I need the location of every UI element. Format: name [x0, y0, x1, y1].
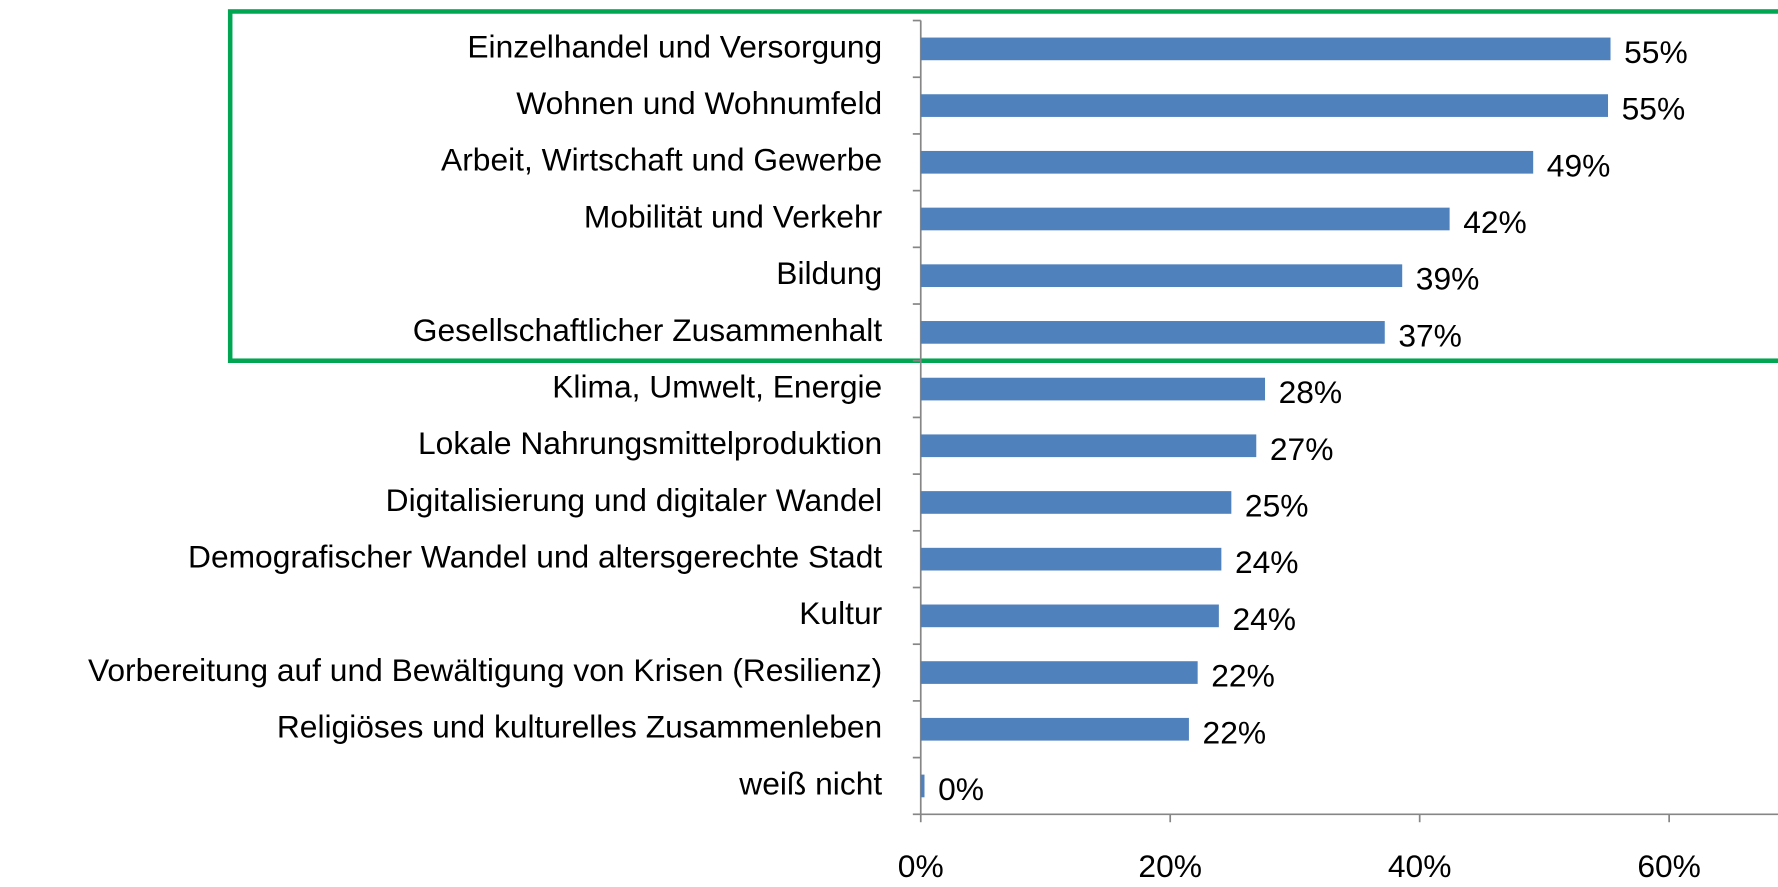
bar	[920, 150, 1534, 174]
y-tick-label: Religiöses und kulturelles Zusammenleben	[277, 709, 882, 745]
value-label: 22%	[1203, 714, 1267, 750]
value-label: 22%	[1211, 658, 1275, 694]
bar	[920, 774, 925, 798]
y-tick-label: Mobilität und Verkehr	[584, 198, 883, 234]
y-tick-label: Bildung	[776, 255, 882, 291]
value-label: 0%	[938, 771, 984, 807]
x-tick-label: 60%	[1637, 848, 1701, 884]
value-label: 25%	[1245, 488, 1309, 524]
bar	[920, 94, 1609, 117]
bar	[920, 604, 1219, 628]
highlight-box	[227, 9, 1778, 363]
y-tick-label: Demografischer Wandel und altersgerechte…	[188, 539, 882, 575]
x-tick-label: 0%	[898, 848, 944, 884]
value-label: 37%	[1398, 317, 1462, 353]
y-tick-label: weiß nicht	[738, 765, 882, 801]
y-tick-label: Klima, Umwelt, Energie	[552, 368, 882, 404]
bar	[920, 321, 1385, 344]
bar	[920, 491, 1232, 514]
y-tick-label: Kultur	[799, 595, 882, 631]
bar	[920, 717, 1189, 741]
bar	[920, 264, 1403, 288]
y-tick-label: Arbeit, Wirtschaft und Gewerbe	[441, 142, 882, 178]
y-tick-label: Gesellschaftlicher Zusammenhalt	[413, 312, 883, 348]
y-tick-label: Vorbereitung auf und Bewältigung von Kri…	[88, 652, 882, 688]
y-tick-label: Digitalisierung und digitaler Wandel	[386, 482, 883, 518]
bar	[920, 377, 1266, 401]
bar	[920, 434, 1257, 458]
bar	[920, 661, 1198, 684]
value-label: 49%	[1547, 147, 1611, 183]
value-label: 24%	[1235, 544, 1299, 580]
value-label: 39%	[1416, 261, 1480, 297]
y-tick-label: Lokale Nahrungsmittelproduktion	[418, 425, 882, 461]
y-tick-label: Wohnen und Wohnumfeld	[516, 85, 882, 121]
bar	[920, 37, 1611, 61]
value-label: 55%	[1622, 91, 1686, 127]
value-label: 42%	[1463, 204, 1527, 240]
x-tick-label: 40%	[1388, 848, 1452, 884]
value-label: 24%	[1232, 601, 1296, 637]
bar	[920, 547, 1222, 571]
value-label: 55%	[1624, 34, 1688, 70]
bar	[920, 207, 1450, 231]
value-label: 28%	[1279, 374, 1343, 410]
x-tick-label: 20%	[1138, 848, 1202, 884]
y-tick-label: Einzelhandel und Versorgung	[467, 28, 882, 64]
value-label: 27%	[1270, 431, 1334, 467]
